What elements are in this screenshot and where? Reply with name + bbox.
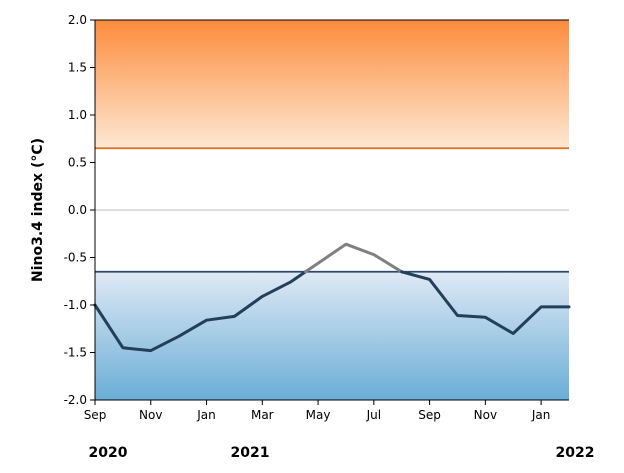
y-tick-label: -2.0 <box>64 393 87 407</box>
cool-band <box>95 271 569 400</box>
x-tick-label: Nov <box>139 408 162 422</box>
x-tick-label: Sep <box>84 408 107 422</box>
series-line-segment <box>304 242 404 274</box>
x-tick-label: May <box>306 408 331 422</box>
year-label: 2021 <box>231 445 270 461</box>
y-axis-title: Nino3.4 index (°C) <box>30 138 46 282</box>
y-tick-label: 0.0 <box>68 203 87 217</box>
x-tick-label: Nov <box>474 408 497 422</box>
x-tick-label: Mar <box>251 408 274 422</box>
y-tick-label: 1.0 <box>68 108 87 122</box>
x-tick-label: Jan <box>196 408 216 422</box>
year-label: 2022 <box>556 445 595 461</box>
series-line-segment <box>400 270 571 335</box>
y-tick-label: 0.5 <box>68 156 87 170</box>
x-tick-label: Jan <box>531 408 551 422</box>
y-tick-label: -1.5 <box>64 346 87 360</box>
x-tick-label: Sep <box>418 408 441 422</box>
y-tick-label: -1.0 <box>64 298 87 312</box>
x-tick-label: Jul <box>366 408 381 422</box>
year-label: 2020 <box>89 445 128 461</box>
y-tick-label: 2.0 <box>68 13 87 27</box>
y-tick-label: 1.5 <box>68 61 87 75</box>
y-tick-label: -0.5 <box>64 251 87 265</box>
series-line-segment <box>93 270 307 353</box>
warm-band <box>95 20 569 149</box>
